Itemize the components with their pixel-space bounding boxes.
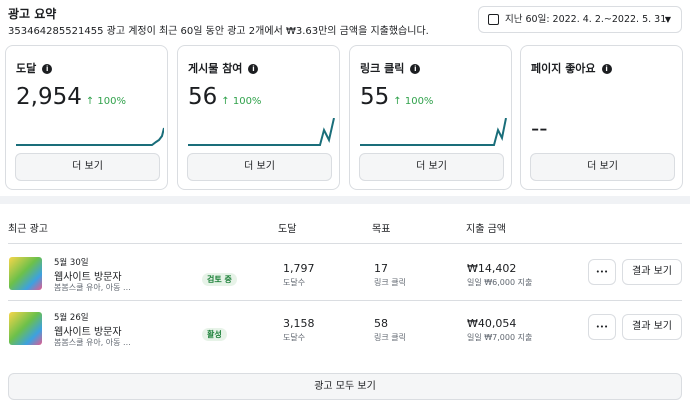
info-icon[interactable]: i [42, 64, 53, 74]
value-text: -- [531, 116, 548, 142]
info-icon[interactable]: i [248, 64, 259, 74]
header-rule [8, 243, 682, 244]
more-options-button[interactable]: ••• [588, 314, 616, 340]
column-header: 최근 광고 [8, 224, 48, 235]
metric-card: 도달 i 2,954 ↑ 100% 더 보기 [5, 45, 168, 190]
metric-label: 페이지 좋아요 i [531, 60, 612, 76]
view-all-ads-button[interactable]: 광고 모두 보기 [8, 373, 682, 400]
metric-change: ↑ 100% [393, 96, 434, 107]
calendar-icon [488, 14, 499, 25]
daily-budget: 일일 ₩7,000 지출 [467, 333, 533, 342]
metric-value: 55 ↑ 100% [360, 84, 433, 110]
column-header: 지출 금액 [466, 224, 506, 235]
label-text: 게시물 참여 [188, 62, 243, 75]
goal-value: 58 [374, 317, 388, 330]
metric-card: 게시물 참여 i 56 ↑ 100% 더 보기 [177, 45, 340, 190]
subtitle: 353464285521455 광고 계정이 최근 60일 동안 광고 2개에서… [8, 26, 429, 37]
spend-value: ₩14,402 [467, 262, 517, 275]
metric-label: 링크 클릭 i [360, 60, 421, 76]
goal-value: 17 [374, 262, 388, 275]
ad-description: 봄봄스쿨 유아, 아동 ... [54, 283, 131, 292]
more-button[interactable]: 더 보기 [187, 153, 332, 181]
ad-thumbnail [9, 312, 42, 345]
reach-label: 도달수 [283, 278, 306, 287]
label-text: 링크 클릭 [360, 62, 405, 75]
metric-label: 게시물 참여 i [188, 60, 259, 76]
status-pill: 활성 [202, 322, 227, 341]
status-text: 검토 중 [202, 273, 237, 286]
ad-date: 5월 30일 [54, 258, 89, 268]
view-results-button[interactable]: 결과 보기 [622, 259, 682, 285]
dropdown-arrow: ▼ [664, 15, 671, 24]
more-button[interactable]: 더 보기 [359, 153, 504, 181]
reach-value: 3,158 [283, 317, 315, 330]
more-button[interactable]: 더 보기 [15, 153, 160, 181]
more-button[interactable]: 더 보기 [530, 153, 675, 181]
date-picker[interactable]: 지난 60일: 2022. 4. 2.~2022. 5. 31. ▼ [478, 6, 682, 33]
metric-value: 56 ↑ 100% [188, 84, 261, 110]
view-results-button[interactable]: 결과 보기 [622, 314, 682, 340]
spend-value: ₩40,054 [467, 317, 517, 330]
goal-label: 링크 클릭 [374, 278, 406, 287]
metric-value: 2,954 ↑ 100% [16, 84, 126, 110]
info-icon[interactable]: i [410, 64, 421, 74]
row-rule [8, 300, 682, 301]
metric-value: -- [531, 116, 548, 142]
metric-label: 도달 i [16, 60, 53, 76]
ad-date: 5월 26일 [54, 313, 89, 323]
sparkline [188, 118, 335, 146]
title: 광고 요약 [8, 7, 57, 21]
metric-card: 페이지 좋아요 i -- 더 보기 [520, 45, 683, 190]
sparkline [360, 118, 507, 146]
metric-change: ↑ 100% [85, 96, 127, 107]
label-text: 페이지 좋아요 [531, 62, 596, 75]
reach-label: 도달수 [283, 333, 306, 342]
label-text: 도달 [16, 62, 37, 75]
value-text: 2,954 [16, 84, 82, 110]
ad-description: 봄봄스쿨 유아, 아동 ... [54, 338, 131, 347]
metric-card: 링크 클릭 i 55 ↑ 100% 더 보기 [349, 45, 512, 190]
info-icon[interactable]: i [601, 64, 612, 74]
goal-label: 링크 클릭 [374, 333, 406, 342]
ad-name[interactable]: 웹사이트 방문자 [54, 272, 122, 283]
column-header: 목표 [372, 224, 391, 235]
status-text: 활성 [202, 328, 227, 341]
ad-thumbnail [9, 257, 42, 290]
metric-change: ↑ 100% [221, 96, 262, 107]
more-options-button[interactable]: ••• [588, 259, 616, 285]
ad-name[interactable]: 웹사이트 방문자 [54, 327, 122, 338]
column-header: 도달 [278, 224, 297, 235]
status-pill: 검토 중 [202, 267, 237, 286]
value-text: 55 [360, 84, 390, 110]
reach-value: 1,797 [283, 262, 315, 275]
daily-budget: 일일 ₩6,000 지출 [467, 278, 533, 287]
value-text: 56 [188, 84, 218, 110]
sparkline [16, 127, 164, 146]
section-divider [0, 196, 690, 204]
date-range: 지난 60일: 2022. 4. 2.~2022. 5. 31. [505, 14, 670, 25]
